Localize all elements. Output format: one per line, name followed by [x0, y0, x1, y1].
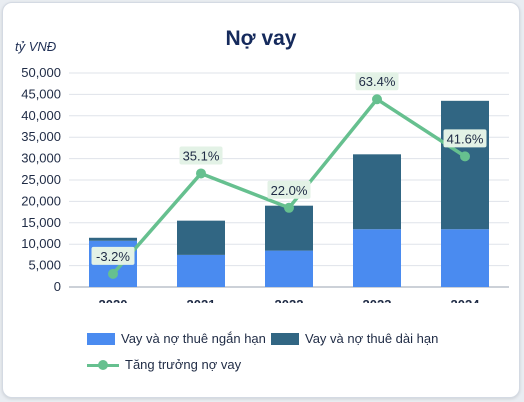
- bar-long-term: [353, 154, 401, 230]
- growth-point: [372, 94, 382, 105]
- bar-long-term: [265, 205, 313, 251]
- y-tick-label: 30,000: [21, 151, 61, 166]
- y-axis-unit-label: tỷ VNĐ: [15, 39, 57, 54]
- x-tick-label: 2023: [363, 297, 392, 303]
- growth-point: [460, 151, 470, 162]
- bar-short-term: [353, 229, 401, 287]
- legend-label-short-term: Vay và nợ thuê ngắn hạn: [121, 331, 266, 346]
- growth-data-label: 63.4%: [359, 74, 396, 89]
- x-tick-label: 2024: [451, 297, 481, 303]
- growth-point: [196, 168, 206, 179]
- legend-label-growth: Tăng trưởng nợ vay: [125, 357, 242, 372]
- bar-short-term: [265, 250, 313, 287]
- y-tick-label: 50,000: [21, 65, 61, 80]
- legend-label-long-term: Vay và nợ thuê dài hạn: [305, 331, 439, 346]
- legend-swatch-short-term: [87, 332, 115, 345]
- legend-item-short-term: Vay và nợ thuê ngắn hạn: [87, 331, 266, 346]
- growth-label-box: [91, 246, 135, 265]
- chart-card: Nợ vay tỷ VNĐ 50,000 45,000 40,000 35,000 30…: [2, 2, 520, 398]
- growth-point: [284, 202, 294, 213]
- x-tick-label: 2020: [99, 297, 128, 303]
- y-tick-label: 25,000: [21, 172, 61, 187]
- bar-long-term: [177, 220, 225, 255]
- growth-data-label: -3.2%: [96, 249, 130, 264]
- y-tick-label: 20,000: [21, 193, 61, 208]
- y-tick-label: 0: [54, 279, 61, 294]
- x-tick-label: 2021: [187, 297, 216, 303]
- legend-swatch-growth: [87, 359, 119, 371]
- chart-title: Nợ vay: [225, 27, 297, 50]
- growth-label-box: [355, 72, 399, 91]
- growth-data-label: 35.1%: [183, 148, 220, 163]
- growth-label-box: [443, 129, 487, 148]
- growth-point: [108, 268, 118, 279]
- y-tick-label: 35,000: [21, 129, 61, 144]
- y-tick-label: 5,000: [28, 258, 61, 273]
- bar-long-term: [441, 100, 489, 230]
- bar-short-term: [177, 254, 225, 287]
- growth-label-box: [179, 146, 223, 165]
- growth-label-box: [267, 180, 311, 199]
- legend-item-long-term: Vay và nợ thuê dài hạn: [271, 331, 438, 346]
- legend-swatch-long-term: [271, 332, 299, 345]
- x-tick-label: 2022: [275, 297, 304, 303]
- y-tick-label: 40,000: [21, 108, 61, 123]
- bar-long-term: [89, 237, 137, 241]
- y-tick-label: 10,000: [21, 236, 61, 251]
- y-tick-label: 15,000: [21, 215, 61, 230]
- y-tick-label: 45,000: [21, 86, 61, 101]
- growth-data-label: 22.0%: [271, 183, 308, 198]
- legend-item-growth: Tăng trưởng nợ vay: [87, 357, 241, 372]
- bar-short-term: [441, 229, 489, 287]
- chart-plot: 50,000 45,000 40,000 35,000 30,000 25,000 20,0…: [21, 65, 509, 303]
- growth-data-label: 41.6%: [447, 131, 484, 146]
